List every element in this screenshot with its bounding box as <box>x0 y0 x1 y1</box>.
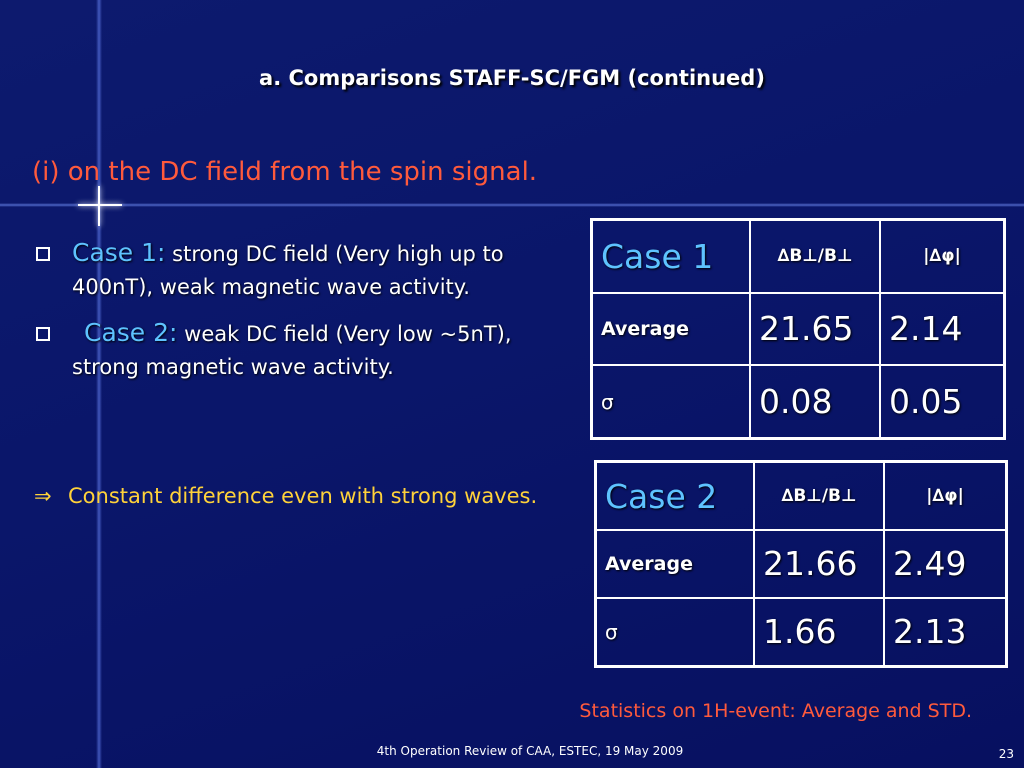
row-label: σ <box>594 596 755 668</box>
case-2-text: weak DC field (Very low ~5nT), strong ma… <box>72 322 512 379</box>
slide-subtitle: (i) on the DC field from the spin signal… <box>32 157 538 187</box>
row-label: Average <box>590 291 751 367</box>
table-cell: 1.66 <box>753 596 885 668</box>
conclusion: ⇒ Constant difference even with strong wa… <box>34 480 572 513</box>
bullet-case-2: Case 2: weak DC field (Very low ~5nT), s… <box>34 318 544 384</box>
table-header-cell: Case 2 <box>594 460 755 532</box>
table-cell: 2.49 <box>883 529 1008 599</box>
bullet-case-1: Case 1: strong DC field (Very high up to… <box>34 238 544 304</box>
table-row: σ 1.66 2.13 <box>594 596 1008 668</box>
table-cell: 2.13 <box>883 596 1008 668</box>
table-cell: 0.08 <box>749 364 881 440</box>
conclusion-text: Constant difference even with strong wav… <box>68 484 538 508</box>
table-header-cell: |∆φ| <box>883 460 1008 532</box>
table-row: σ 0.08 0.05 <box>590 364 1006 440</box>
row-label: σ <box>590 364 751 440</box>
table-header-cell: |∆φ| <box>879 218 1006 294</box>
square-bullet-icon <box>36 247 50 261</box>
page-number: 23 <box>998 747 1014 761</box>
table-cell: 0.05 <box>879 364 1006 440</box>
table-cell: 21.66 <box>753 529 885 599</box>
table-cell: 2.14 <box>879 291 1006 367</box>
table-row: Average 21.65 2.14 <box>590 291 1006 367</box>
decor-sparkle <box>98 186 100 226</box>
implies-arrow-icon: ⇒ <box>34 484 52 508</box>
table-header-row: Case 2 ∆B⊥/B⊥ |∆φ| <box>594 460 1008 532</box>
decor-vertical-glow <box>96 0 102 768</box>
row-label: Average <box>594 529 755 599</box>
bullet-list: Case 1: strong DC field (Very high up to… <box>34 238 544 392</box>
table-cell: 21.65 <box>749 291 881 367</box>
case-1-text: strong DC field (Very high up to 400nT),… <box>72 242 504 299</box>
table-header-cell: ∆B⊥/B⊥ <box>753 460 885 532</box>
case-2-label: Case 2: <box>84 318 178 347</box>
case-1-label: Case 1: <box>72 238 166 267</box>
slide-title: a. Comparisons STAFF-SC/FGM (continued) <box>259 66 765 90</box>
stats-table-case-1: Case 1 ∆B⊥/B⊥ |∆φ| Average 21.65 2.14 σ … <box>590 218 1006 440</box>
decor-horizontal-glow <box>0 203 1024 207</box>
table-header-row: Case 1 ∆B⊥/B⊥ |∆φ| <box>590 218 1006 294</box>
stats-caption: Statistics on 1H-event: Average and STD. <box>579 700 972 722</box>
table-header-cell: Case 1 <box>590 218 751 294</box>
table-header-cell: ∆B⊥/B⊥ <box>749 218 881 294</box>
stats-table-case-2: Case 2 ∆B⊥/B⊥ |∆φ| Average 21.66 2.49 σ … <box>594 460 1008 668</box>
decor-sparkle <box>78 204 122 206</box>
footer: 4th Operation Review of CAA, ESTEC, 19 M… <box>376 744 684 758</box>
table-row: Average 21.66 2.49 <box>594 529 1008 599</box>
square-bullet-icon <box>36 327 50 341</box>
